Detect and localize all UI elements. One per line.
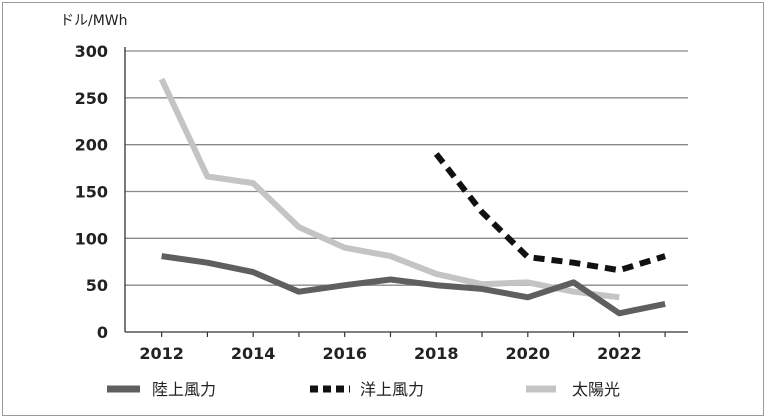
x-tick-label: 2016 — [322, 344, 367, 363]
x-tick-label: 2022 — [597, 344, 642, 363]
series-line-2 — [433, 152, 666, 274]
y-tick-label: 100 — [75, 229, 108, 248]
y-tick-label: 0 — [97, 323, 108, 342]
y-tick-label: 150 — [75, 183, 108, 202]
x-tick-label: 2020 — [506, 344, 551, 363]
legend: 陸上風力 洋上風力 太陽光 — [107, 380, 620, 399]
axes: 0 50 100 150 200 250 300 2012 2014 2016 2018 2020 20… — [75, 42, 688, 363]
legend-label-3: 太陽光 — [572, 380, 620, 399]
y-tick-label: 50 — [86, 276, 108, 295]
legend-label-2: 洋上風力 — [360, 380, 424, 399]
y-tick-label: 250 — [75, 89, 108, 108]
y-tick-label: 300 — [75, 42, 108, 61]
legend-label-1: 陸上風力 — [152, 380, 216, 399]
series-line-1 — [161, 253, 666, 317]
gridlines — [125, 50, 688, 286]
y-axis-unit-label: ドル/MWh — [60, 13, 128, 29]
y-tick-label: 200 — [75, 136, 108, 155]
x-tick-label: 2012 — [139, 344, 184, 363]
chart-frame — [2, 2, 764, 416]
series-lines — [158, 77, 666, 317]
series-line-3 — [158, 77, 620, 301]
x-tick-label: 2018 — [414, 344, 459, 363]
x-tick-label: 2014 — [231, 344, 276, 363]
